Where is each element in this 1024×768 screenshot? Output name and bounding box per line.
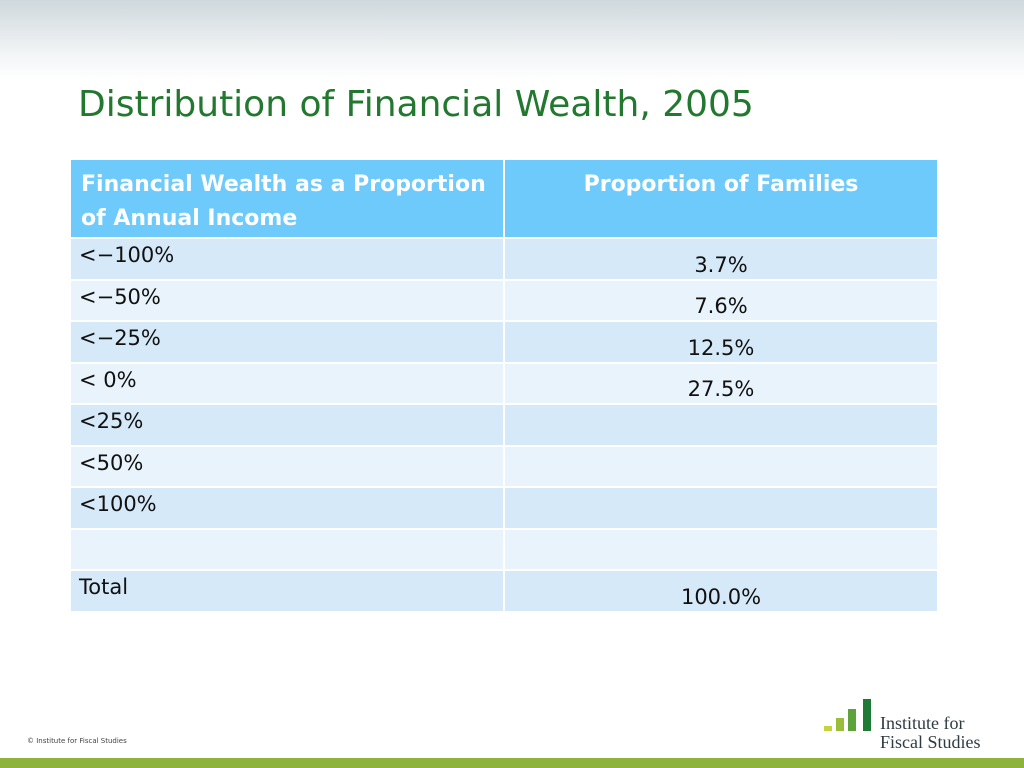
- table-cell: 27.5%: [503, 361, 939, 405]
- table-row: <100%: [69, 486, 939, 530]
- copyright: © Institute for Fiscal Studies: [27, 737, 127, 745]
- data-table: Financial Wealth as a Proportion of Annu…: [69, 158, 939, 613]
- logo-text: Institute for Fiscal Studies: [880, 714, 981, 752]
- table-cell: <25%: [69, 403, 505, 447]
- table-row: <−100% 3.7%: [69, 237, 939, 281]
- table-cell: [503, 403, 939, 447]
- footer-bar: [0, 758, 1024, 768]
- table-row: <25%: [69, 403, 939, 447]
- header-cell: Proportion of Families: [503, 158, 939, 239]
- table-cell: [69, 527, 505, 571]
- table-cell: 12.5%: [503, 320, 939, 364]
- table-cell: Total: [69, 569, 505, 613]
- table-row: < 0% 27.5%: [69, 361, 939, 405]
- table-row: [69, 527, 939, 571]
- table-cell: 100.0%: [503, 569, 939, 613]
- table-cell: <−100%: [69, 237, 505, 281]
- slide-title: Distribution of Financial Wealth, 2005: [78, 84, 754, 125]
- logo-icon: [824, 699, 871, 731]
- table-row: <−25% 12.5%: [69, 320, 939, 364]
- header-cell: Financial Wealth as a Proportion of Annu…: [69, 158, 505, 239]
- table-row: Total 100.0%: [69, 569, 939, 613]
- table-cell: <50%: [69, 444, 505, 488]
- table-row: <50%: [69, 444, 939, 488]
- logo-bar: [836, 718, 844, 731]
- header-row: Financial Wealth as a Proportion of Annu…: [69, 158, 939, 239]
- table-cell: <100%: [69, 486, 505, 530]
- logo-line: Fiscal Studies: [880, 732, 981, 752]
- logo-line: Institute for: [880, 713, 965, 733]
- logo-bar: [863, 699, 871, 731]
- logo-bar: [824, 726, 832, 731]
- table-cell: < 0%: [69, 361, 505, 405]
- table-cell: [503, 486, 939, 530]
- table-cell: <−50%: [69, 278, 505, 322]
- table-row: <−50% 7.6%: [69, 278, 939, 322]
- table-cell: [503, 444, 939, 488]
- table-body: <−100% 3.7% <−50% 7.6% <−25% 12.5% < 0% 27.5% <2…: [69, 237, 939, 613]
- table-cell: 7.6%: [503, 278, 939, 322]
- logo-bar: [848, 709, 856, 731]
- table-cell: [503, 527, 939, 571]
- table-cell: <−25%: [69, 320, 505, 364]
- table-cell: 3.7%: [503, 237, 939, 281]
